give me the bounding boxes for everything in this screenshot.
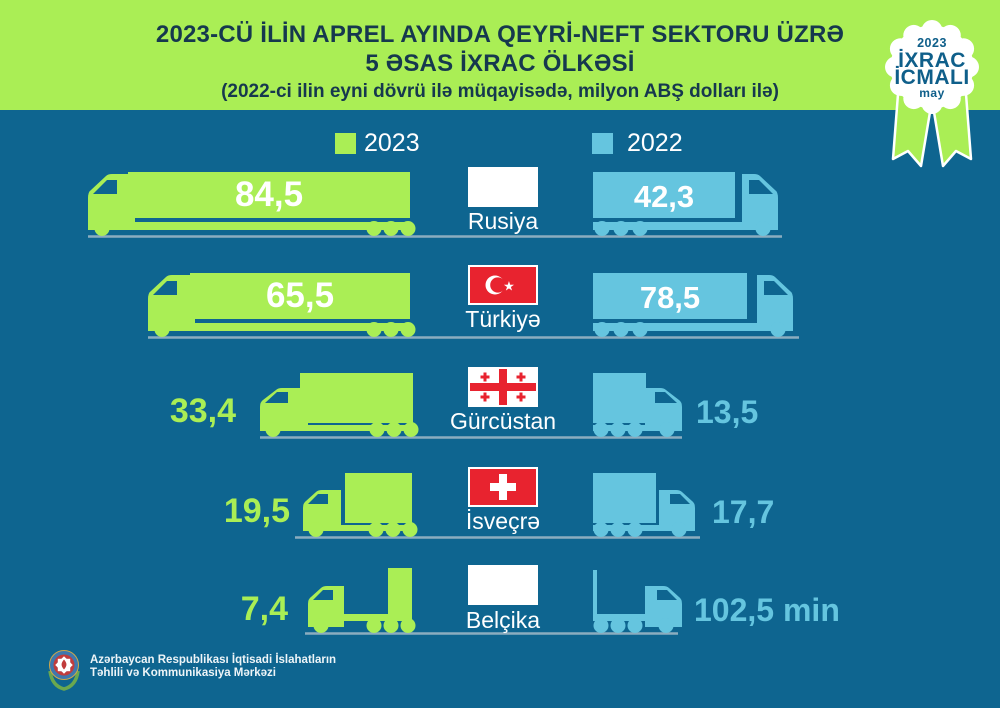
truck-2023-belcika xyxy=(308,568,416,633)
country-label-rusiya: Rusiya xyxy=(467,208,539,234)
country-label-gurcustan: Gürcüstan xyxy=(449,408,557,434)
value-2022-isvecre: 17,7 xyxy=(712,494,775,530)
badge-rosette xyxy=(885,20,979,168)
truck-2022-belcika xyxy=(593,570,682,633)
flag-belgium xyxy=(468,565,538,605)
value-2022-belcika: 102,5 min xyxy=(694,592,840,628)
header-band: 2023-CÜ İLİN APREL AYINDA QEYRİ-NEFT SEK… xyxy=(0,0,1000,110)
legend-label-2022: 2022 xyxy=(627,129,683,157)
badge-title-line-1: İXRAC xyxy=(898,49,966,72)
flag-georgia xyxy=(468,367,538,407)
value-2022-gurcustan: 13,5 xyxy=(696,394,759,430)
country-label-turkiye: Türkiyə xyxy=(465,306,541,332)
title-line-2: 5 ƏSAS İXRAC ÖLKƏSİ xyxy=(365,50,635,77)
legend-swatch-2023 xyxy=(335,133,356,154)
legend-swatch-2022 xyxy=(592,133,613,154)
flag-turkey: ★ xyxy=(468,265,538,305)
value-2023-gurcustan: 33,4 xyxy=(169,392,236,430)
title-line-1: 2023-CÜ İLİN APREL AYINDA QEYRİ-NEFT SEK… xyxy=(155,21,845,48)
legend-label-2023: 2023 xyxy=(364,129,420,157)
value-2023-rusiya: 84,5 xyxy=(234,175,304,214)
badge-scallop-circle xyxy=(885,20,979,114)
truck-2023-turkiye xyxy=(148,273,416,337)
footer-org-line-2: Təhlili və Kommunikasiya Mərkəzi xyxy=(90,667,276,679)
value-2022-rusiya: 42,3 xyxy=(633,179,695,214)
flag-russia xyxy=(468,167,538,207)
truck-2022-rusiya xyxy=(593,172,778,236)
badge-title-line-2: İCMALI xyxy=(894,66,970,89)
truck-2023-isvecre xyxy=(303,473,418,537)
country-label-isvecre: İsveçrə xyxy=(465,508,541,534)
flag-switzerland xyxy=(468,467,538,507)
value-2023-belcika: 7,4 xyxy=(240,590,288,628)
subtitle: (2022-ci ilin eyni dövrü ilə müqayisədə,… xyxy=(221,81,779,102)
value-2022-turkiye: 78,5 xyxy=(639,280,701,315)
badge-year: 2023 xyxy=(917,36,947,50)
truck-2022-gurcustan xyxy=(593,373,682,437)
truck-2023-gurcustan xyxy=(260,373,419,437)
country-label-belcika: Belçika xyxy=(465,607,541,633)
value-2023-isvecre: 19,5 xyxy=(223,492,290,530)
value-2023-turkiye: 65,5 xyxy=(265,276,335,315)
truck-2022-turkiye xyxy=(593,273,793,337)
truck-2022-isvecre xyxy=(593,473,695,537)
badge-month: may xyxy=(919,86,945,100)
svg-text:★: ★ xyxy=(503,280,515,295)
footer-org-line-1: Azərbaycan Respublikası İqtisadi İslahat… xyxy=(90,654,337,666)
truck-2023-rusiya xyxy=(88,172,416,236)
azerbaijan-emblem-icon xyxy=(48,650,80,691)
